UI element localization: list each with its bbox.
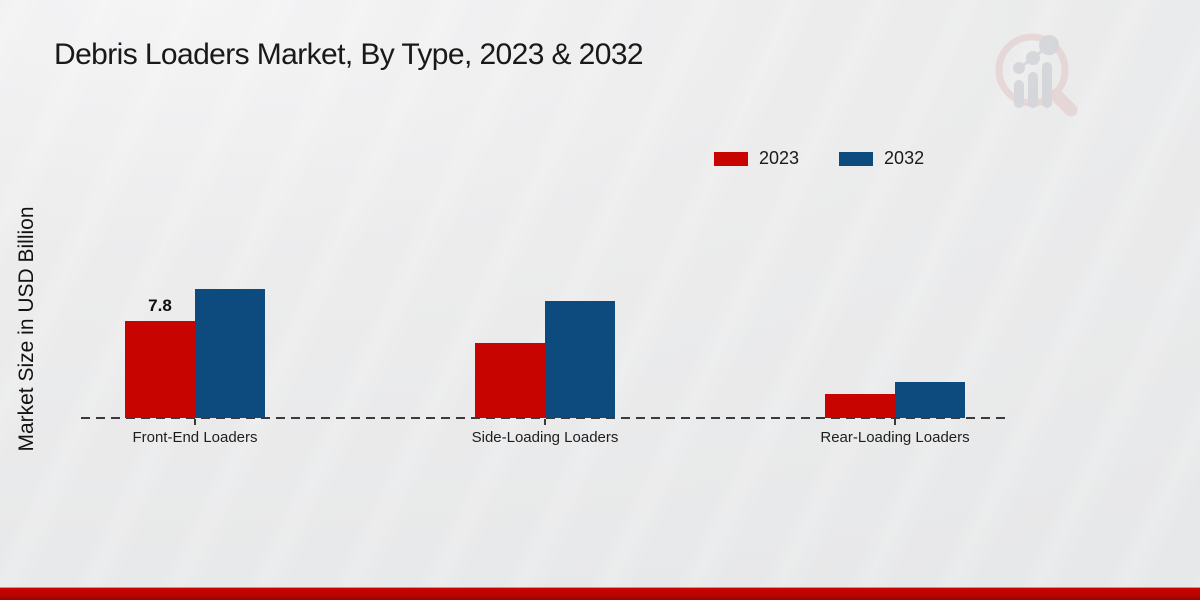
legend-swatch-2032 (839, 151, 874, 166)
bar-2023-side-loading-loaders (475, 343, 545, 418)
bar-2023-rear-loading-loaders (825, 394, 895, 418)
legend-swatch-2023 (714, 151, 748, 166)
x-axis-baseline (81, 417, 1007, 419)
mrfr-logo-watermark (995, 33, 1078, 117)
axis-tick-rear-loading-loaders (894, 419, 896, 425)
legend-label-2023: 2023 (759, 148, 800, 168)
logo-bar-large (1042, 62, 1052, 108)
category-label-rear-loading-loaders: Rear-Loading Loaders (820, 429, 970, 446)
logo-bar-small (1014, 80, 1024, 108)
category-label-side-loading-loaders: Side-Loading Loaders (471, 429, 619, 446)
category-label-front-end-loaders: Front-End Loaders (132, 429, 258, 446)
bar-2032-rear-loading-loaders (895, 382, 965, 418)
chart-title: Debris Loaders Market, By Type, 2023 & 2… (54, 38, 644, 71)
logo-trend-dot-3 (1039, 35, 1059, 55)
logo-trend-dot-1 (1013, 62, 1025, 74)
magnifier-handle (1049, 88, 1078, 117)
axis-tick-front-end-loaders (194, 419, 196, 425)
bar-2023-front-end-loaders (125, 321, 195, 418)
logo-trend-dot-2 (1026, 51, 1040, 65)
bar-2032-front-end-loaders (195, 289, 265, 418)
axis-tick-side-loading-loaders (544, 419, 546, 425)
bar-2032-side-loading-loaders (545, 301, 615, 418)
bar-value-label: 7.8 (148, 296, 172, 315)
bottom-red-band (0, 588, 1200, 600)
legend-item-2032: 2032 (839, 148, 924, 169)
legend: 2023 2032 (714, 148, 924, 169)
logo-bar-medium (1028, 72, 1038, 108)
legend-label-2032: 2032 (884, 148, 925, 168)
legend-item-2023: 2023 (714, 148, 799, 169)
